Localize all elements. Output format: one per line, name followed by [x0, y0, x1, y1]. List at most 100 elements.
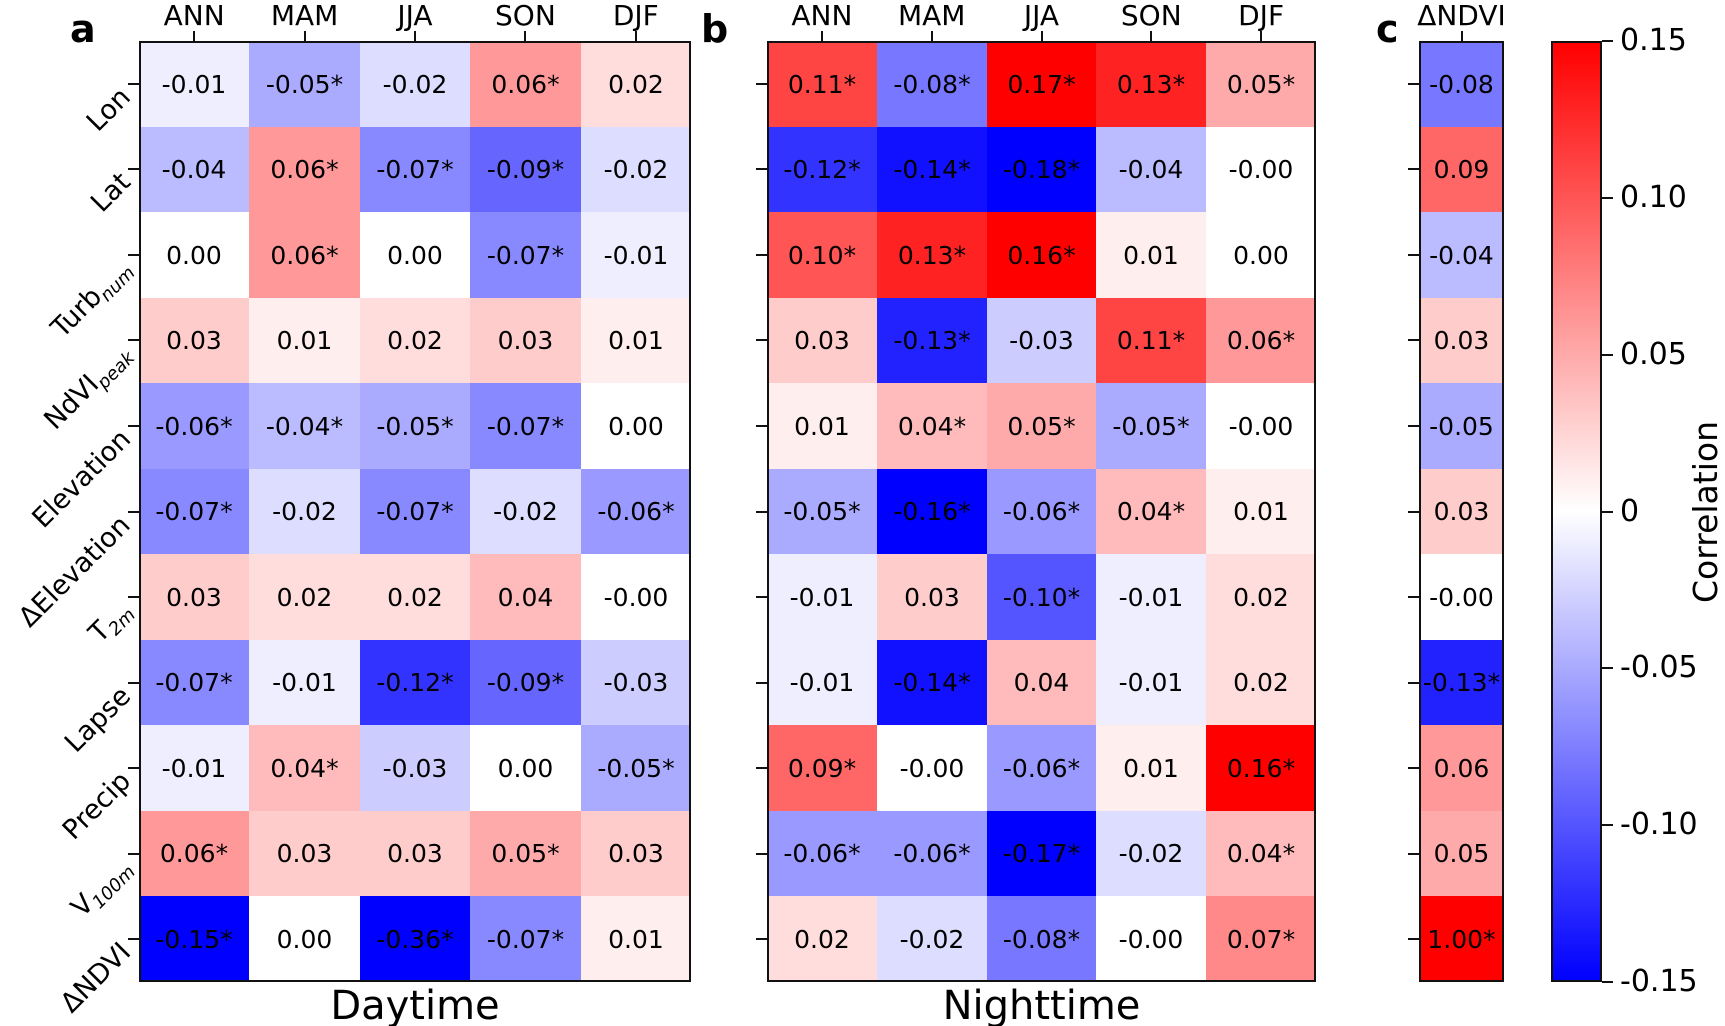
axis-tick-top	[193, 31, 196, 41]
heatmap-cell: -0.03	[360, 725, 470, 811]
heatmap-cell: 0.11*	[1096, 298, 1206, 383]
heatmap-cell: -0.06*	[581, 469, 691, 554]
heatmap-cell: -0.09*	[470, 127, 581, 212]
heatmap-cell: -0.16*	[877, 469, 987, 554]
colorbar-tick-label: -0.15	[1620, 964, 1698, 999]
axis-tick-left	[128, 767, 139, 770]
heatmap-cell: -0.01	[139, 41, 249, 127]
heatmap-cell: -0.05*	[249, 41, 360, 127]
axis-tick-left	[128, 852, 139, 855]
heatmap-cell: 0.01	[1096, 725, 1206, 811]
axis-tick-left	[128, 339, 139, 342]
heatmap-cell: 0.09*	[767, 725, 877, 811]
colorbar-tick-label: -0.05	[1620, 650, 1698, 686]
heatmap-cell: -0.10*	[987, 554, 1096, 640]
heatmap-cell: -0.18*	[987, 127, 1096, 212]
heatmap-cell: -0.04	[1419, 212, 1504, 298]
heatmap-cell: 0.06*	[249, 212, 360, 298]
heatmap-cell: 0.01	[1206, 469, 1316, 554]
heatmap-cell: -0.07*	[139, 640, 249, 725]
axis-tick-left	[756, 767, 767, 770]
heatmap-cell: -0.02	[877, 896, 987, 982]
heatmap-cell: 0.02	[360, 554, 470, 640]
heatmap-cell: -0.01	[767, 640, 877, 725]
heatmap-cell: -0.08	[1419, 41, 1504, 127]
heatmap-cell: 0.06*	[1206, 298, 1316, 383]
heatmap-cell: -0.03	[987, 298, 1096, 383]
heatmap-cell: -0.00	[1419, 554, 1504, 640]
axis-tick-left	[756, 253, 767, 256]
panel-letter-b: b	[701, 7, 729, 51]
heatmap-cell: 0.01	[1096, 212, 1206, 298]
colorbar-axis-label: Correlation	[1686, 421, 1725, 603]
heatmap-cell: 0.02	[581, 41, 691, 127]
heatmap-cell: 0.03	[249, 811, 360, 896]
heatmap-cell: 0.03	[360, 811, 470, 896]
axis-tick-top	[1040, 31, 1043, 41]
heatmap-cell: 0.06*	[249, 127, 360, 212]
heatmap-cell: 0.04*	[1096, 469, 1206, 554]
panel-b-heatmap: 0.11* -0.08* 0.17* 0.13* 0.05* -0.12* -0.14* -0…	[767, 41, 1316, 982]
row-label-Turb: Turbnum	[45, 262, 140, 344]
heatmap-cell: 0.06*	[470, 41, 581, 127]
row-label-Lat: Lat	[84, 166, 137, 219]
heatmap-cell: 0.01	[581, 298, 691, 383]
heatmap-cell: 0.11*	[767, 41, 877, 127]
colorbar-tick-label: 0.15	[1620, 23, 1687, 58]
axis-tick-left	[128, 510, 139, 513]
colorbar-tick	[1602, 981, 1613, 983]
axis-tick-left	[1408, 852, 1419, 855]
axis-tick-top	[1260, 31, 1263, 41]
axis-tick-left	[1408, 339, 1419, 342]
heatmap-cell: 0.03	[581, 811, 691, 896]
heatmap-cell: -0.02	[360, 41, 470, 127]
heatmap-cell: 0.03	[470, 298, 581, 383]
axis-tick-left	[756, 510, 767, 513]
heatmap-cell: -0.06*	[987, 469, 1096, 554]
heatmap-cell: -0.17*	[987, 811, 1096, 896]
heatmap-cell: 0.17*	[987, 41, 1096, 127]
heatmap-cell: -0.05*	[1096, 383, 1206, 469]
heatmap-cell: 0.03	[877, 554, 987, 640]
axis-tick-left	[1408, 424, 1419, 427]
heatmap-cell: 0.04	[987, 640, 1096, 725]
heatmap-cell: 0.06	[1419, 725, 1504, 811]
column-header-JJA: JJA	[1023, 0, 1060, 32]
axis-tick-top	[303, 31, 306, 41]
heatmap-cell: -0.14*	[877, 127, 987, 212]
heatmap-cell: -0.01	[767, 554, 877, 640]
column-header-ANN: ANN	[163, 0, 225, 32]
heatmap-cell: -0.36*	[360, 896, 470, 982]
panel-title-daytime: Daytime	[330, 983, 500, 1026]
heatmap-cell: -0.00	[1206, 127, 1316, 212]
heatmap-cell: 0.03	[139, 554, 249, 640]
heatmap-cell: -0.06*	[987, 725, 1096, 811]
heatmap-cell: 0.02	[249, 554, 360, 640]
axis-tick-top	[820, 31, 823, 41]
heatmap-cell: 0.02	[360, 298, 470, 383]
heatmap-cell: -0.04	[139, 127, 249, 212]
heatmap-cell: -0.06*	[767, 811, 877, 896]
heatmap-cell: 0.00	[581, 383, 691, 469]
colorbar-tick	[1602, 196, 1613, 199]
heatmap-cell: -0.08*	[987, 896, 1096, 982]
colorbar-tick	[1602, 353, 1613, 356]
axis-tick-left	[756, 852, 767, 855]
heatmap-cell: -0.14*	[877, 640, 987, 725]
heatmap-cell: -0.06*	[877, 811, 987, 896]
heatmap-cell: -0.01	[139, 725, 249, 811]
heatmap-cell: 0.01	[249, 298, 360, 383]
axis-tick-left	[1408, 596, 1419, 599]
colorbar-tick	[1602, 824, 1613, 827]
heatmap-cell: -0.13*	[1419, 640, 1504, 725]
heatmap-cell: 0.01	[581, 896, 691, 982]
axis-tick-left	[756, 339, 767, 342]
heatmap-cell: -0.00	[877, 725, 987, 811]
heatmap-cell: 0.03	[139, 298, 249, 383]
axis-tick-left	[756, 82, 767, 85]
axis-tick-left	[756, 424, 767, 427]
heatmap-cell: 0.02	[767, 896, 877, 982]
heatmap-cell: -0.12*	[360, 640, 470, 725]
column-header-SON: SON	[1120, 0, 1182, 32]
